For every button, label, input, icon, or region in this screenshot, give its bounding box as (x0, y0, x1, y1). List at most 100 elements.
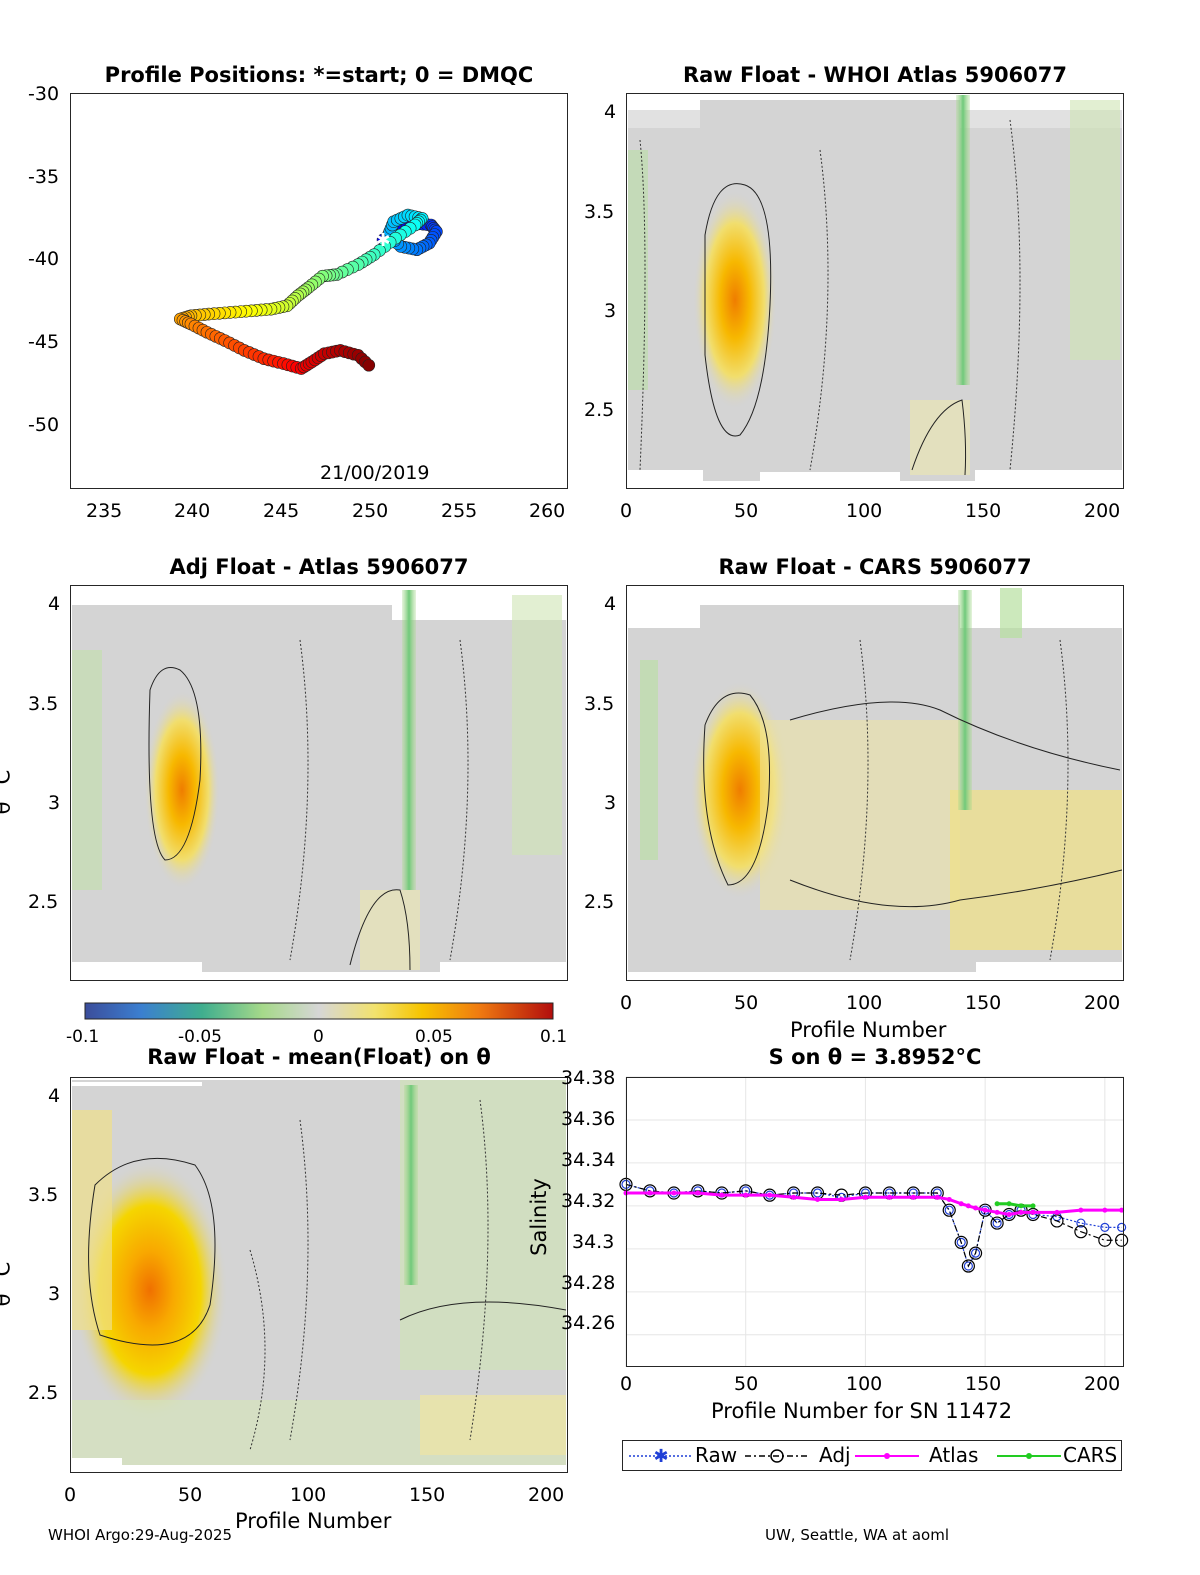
map-xtick: 260 (529, 500, 566, 522)
colorbar-tick: -0.05 (178, 1027, 222, 1047)
adj-atlas-axes (70, 585, 568, 981)
svg-text:✱: ✱ (653, 1446, 668, 1467)
nodata-masks (72, 470, 1122, 1468)
adj-ytick: 2.5 (28, 891, 59, 913)
footer-left: WHOI Argo:29-Aug-2025 (48, 1526, 233, 1544)
map-title: Profile Positions: *=start; 0 = DMQC (104, 63, 534, 87)
map-ytick: -35 (28, 166, 60, 188)
series-point-adj (1026, 1207, 1040, 1222)
whoi-ytick: 3.5 (584, 201, 615, 223)
map-xtick: 240 (174, 500, 211, 522)
series-point-raw (1100, 1222, 1110, 1232)
series-point-atlas (994, 1209, 1000, 1215)
series-point-atlas (791, 1194, 797, 1200)
series-point-raw (956, 1237, 966, 1248)
colorbar-tick: 0.1 (540, 1027, 568, 1047)
series-point-atlas (1030, 1209, 1036, 1215)
mean-ylabel: θ °C (0, 1261, 15, 1307)
map-xtick: 250 (352, 500, 389, 522)
series-point-adj (715, 1186, 729, 1200)
series-point-cars (994, 1201, 1000, 1207)
cars-xtick: 0 (620, 992, 633, 1014)
mean-float-field (72, 1080, 566, 1465)
series-point-cars (1030, 1203, 1036, 1209)
map-xtick: 245 (263, 500, 300, 522)
mean-xtick: 150 (409, 1484, 446, 1506)
sal-xtick: 50 (734, 1373, 759, 1395)
footer-right: UW, Seattle, WA at aoml (765, 1526, 950, 1544)
series-point-adj (942, 1203, 956, 1217)
whoi-xtick: 0 (620, 500, 633, 522)
sal-xtick: 100 (846, 1373, 883, 1395)
whoi-xtick: 200 (1084, 500, 1121, 522)
salinity-title: S on θ = 3.8952°C (768, 1045, 982, 1069)
series-point-adj (691, 1184, 705, 1198)
sal-ytick: 34.3 (572, 1231, 615, 1253)
sal-ytick: 34.36 (561, 1108, 616, 1130)
series-point-raw (1076, 1218, 1086, 1228)
series-point-raw (944, 1205, 954, 1215)
series-point-atlas (934, 1194, 940, 1200)
mean-ytick: 3 (48, 1283, 61, 1305)
sal-ytick: 34.34 (561, 1149, 616, 1171)
contour-lines (88, 183, 1123, 1346)
legend-adj: Adj (819, 1443, 851, 1467)
colorbar-tick: 0 (313, 1027, 324, 1047)
colorbar-tick: -0.1 (66, 1027, 100, 1047)
series-point-atlas (767, 1192, 773, 1198)
mean-xtick: 200 (528, 1484, 565, 1506)
series-point-atlas (965, 1203, 971, 1209)
map-date-label: 21/00/2019 (320, 462, 430, 484)
adj-atlas-field (72, 590, 566, 972)
series-point-raw (992, 1218, 1002, 1228)
sal-ylabel: Salinity (526, 1178, 551, 1256)
series-point-atlas (719, 1192, 725, 1198)
series-point-atlas (886, 1194, 892, 1200)
adj-ytick: 3.5 (28, 693, 59, 715)
sal-xtick: 0 (620, 1373, 633, 1395)
sal-xtick: 200 (1084, 1373, 1121, 1395)
series-point-atlas (982, 1207, 988, 1213)
mean-ytick: 4 (48, 1085, 61, 1107)
mean-xlabel: Profile Number (235, 1509, 392, 1533)
mean-float-title: Raw Float - mean(Float) on θ (147, 1045, 491, 1069)
track-point (362, 358, 376, 372)
mean-float-axes (70, 1077, 568, 1473)
cars-title: Raw Float - CARS 5906077 (718, 555, 1032, 579)
cars-ytick: 4 (604, 593, 617, 615)
series-point-atlas (815, 1196, 821, 1202)
series-point-atlas (1006, 1211, 1012, 1217)
map-ytick: -50 (28, 414, 60, 436)
map-xtick: 255 (441, 500, 478, 522)
cars-xlabel: Profile Number (790, 1018, 947, 1042)
whoi-ytick: 2.5 (584, 399, 615, 421)
series-point-atlas (695, 1190, 701, 1196)
series-point-adj (961, 1259, 975, 1273)
cars-field (628, 588, 1122, 972)
sal-ytick: 34.32 (561, 1190, 616, 1212)
series-point-adj (643, 1184, 657, 1198)
track-start-marker: ✱ (375, 230, 390, 251)
sal-ytick: 34.38 (561, 1067, 616, 1089)
series-point-raw (963, 1261, 973, 1271)
series-point-atlas (1078, 1207, 1084, 1213)
map-track: ✱ (173, 208, 443, 375)
whoi-ytick: 4 (604, 101, 617, 123)
contour-dotted (249, 119, 1069, 1451)
adj-ytick: 3 (48, 792, 61, 814)
adj-atlas-title: Adj Float - Atlas 5906077 (169, 555, 469, 579)
salinity-axes (626, 1077, 1124, 1367)
series-point-adj (1115, 1233, 1129, 1247)
series-point-atlas (743, 1192, 749, 1198)
salinity-grid (625, 1076, 1124, 1367)
map-axes (70, 93, 568, 489)
cars-xtick: 200 (1084, 992, 1121, 1014)
cars-xtick: 150 (965, 992, 1002, 1014)
series-line-cars (997, 1202, 1034, 1208)
series-point-atlas (910, 1194, 916, 1200)
sal-ytick: 34.28 (561, 1272, 616, 1294)
series-point-atlas (862, 1194, 868, 1200)
series-point-raw (1117, 1222, 1127, 1232)
whoi-xtick: 150 (965, 500, 1002, 522)
